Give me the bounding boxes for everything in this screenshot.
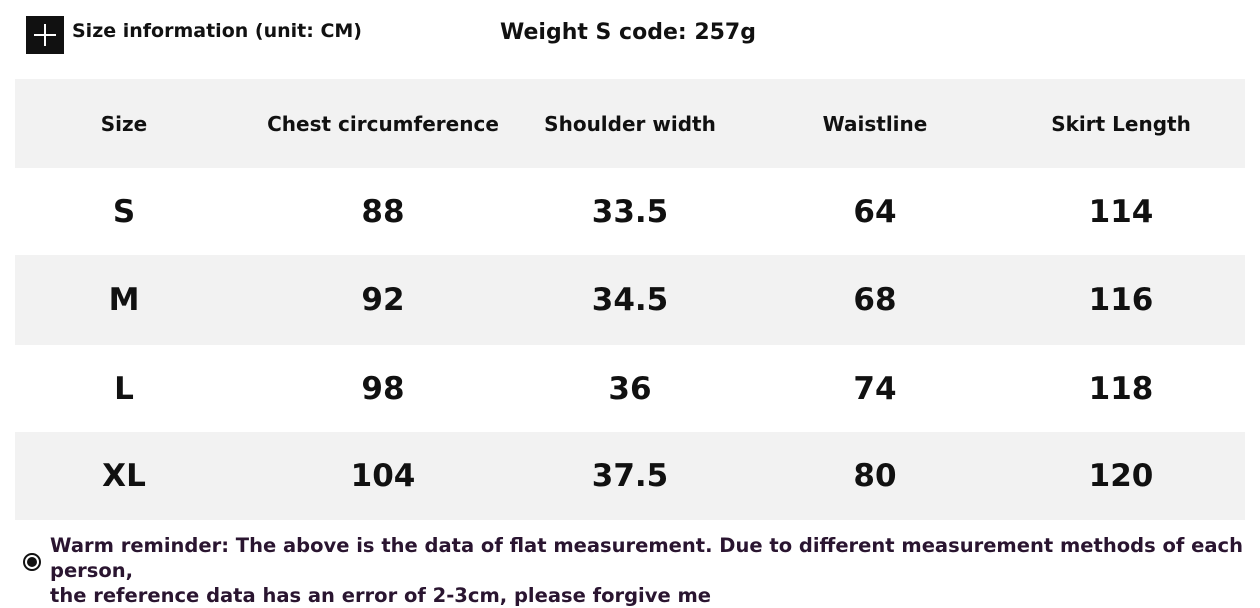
reminder-line: Warm reminder: The above is the data of … xyxy=(50,534,1243,582)
measurement: 37.5 xyxy=(591,458,669,494)
page: {"header": {"title": "Size information (… xyxy=(15,16,1245,607)
measurement: 74 xyxy=(853,370,897,407)
header-row: Size Chest circumference Shoulder width Wai… xyxy=(15,79,1245,168)
measurement: 104 xyxy=(350,458,416,494)
bullet-icon xyxy=(23,553,41,571)
size-label: M xyxy=(108,282,140,318)
data-row: XL 104 37.5 80 120 xyxy=(15,432,1245,520)
measurement: 116 xyxy=(1088,282,1154,318)
data-row: M 92 34.5 68 116 xyxy=(15,255,1245,345)
size-label: S xyxy=(112,193,136,230)
size-label: L xyxy=(114,370,134,407)
column-header: Waistline xyxy=(822,111,928,136)
column-header: Skirt Length xyxy=(1051,111,1191,136)
measurement: 98 xyxy=(361,370,405,407)
column-header: Chest circumference xyxy=(267,111,499,136)
column-header: Size xyxy=(100,111,148,136)
plus-icon xyxy=(26,16,64,54)
size-label: XL xyxy=(102,458,146,494)
data-row: L 98 36 74 118 xyxy=(15,345,1245,432)
measurement: 80 xyxy=(853,458,897,494)
measurement: 118 xyxy=(1088,370,1154,407)
data-row: S 88 33.5 64 114 xyxy=(15,168,1245,255)
measurement: 34.5 xyxy=(591,282,669,318)
measurement: 64 xyxy=(853,193,897,230)
size-title: Size information (unit: CM) xyxy=(72,20,362,42)
measurement: 114 xyxy=(1088,193,1154,230)
measurement: 88 xyxy=(361,193,405,230)
measurement: 120 xyxy=(1088,458,1154,494)
reminder: Warm reminder: The above is the data of … xyxy=(50,533,1260,608)
reminder-line: the reference data has an error of 2-3cm… xyxy=(50,584,712,607)
measurement: 36 xyxy=(608,370,652,407)
size-table: Size Chest circumference Shoulder width Wai… xyxy=(15,79,1245,520)
column-header: Shoulder width xyxy=(544,111,716,136)
measurement: 33.5 xyxy=(591,193,669,230)
measurement: 92 xyxy=(361,282,405,318)
weight-info: Weight S code: 257g xyxy=(500,20,756,45)
measurement: 68 xyxy=(853,282,897,318)
